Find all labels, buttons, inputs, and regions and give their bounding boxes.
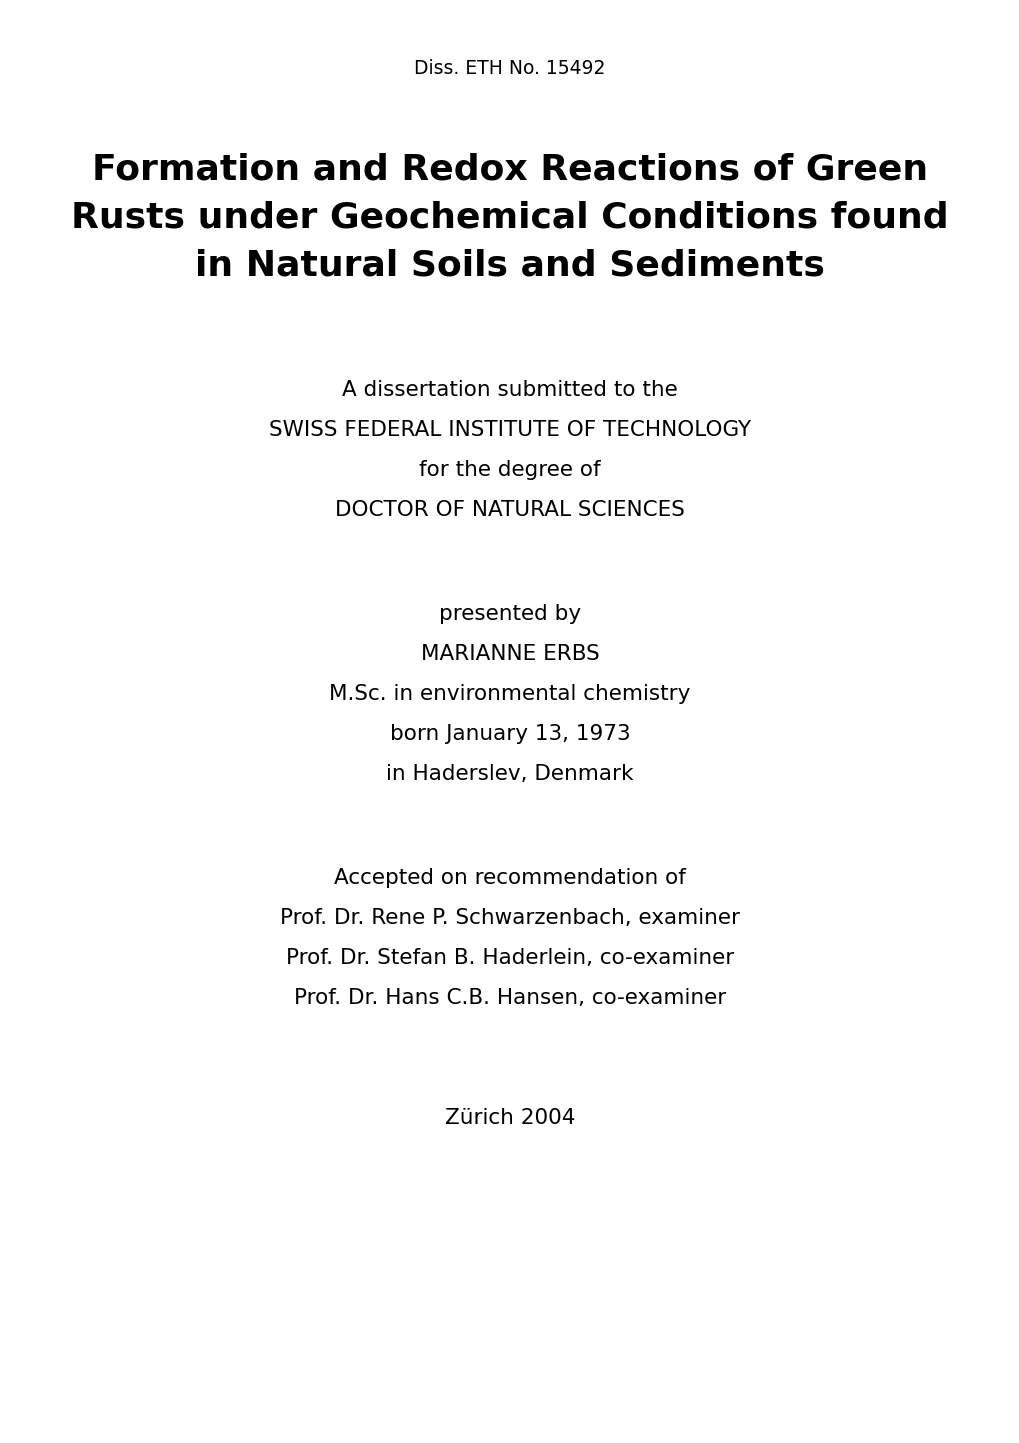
Text: presented by: presented by (438, 605, 581, 623)
Text: Prof. Dr. Hans C.B. Hansen, co-examiner: Prof. Dr. Hans C.B. Hansen, co-examiner (293, 988, 726, 1009)
Text: Formation and Redox Reactions of Green: Formation and Redox Reactions of Green (92, 153, 927, 188)
Text: M.Sc. in environmental chemistry: M.Sc. in environmental chemistry (329, 684, 690, 704)
Text: in Haderslev, Denmark: in Haderslev, Denmark (386, 763, 633, 784)
Text: in Natural Soils and Sediments: in Natural Soils and Sediments (195, 250, 824, 283)
Text: SWISS FEDERAL INSTITUTE OF TECHNOLOGY: SWISS FEDERAL INSTITUTE OF TECHNOLOGY (269, 420, 750, 440)
Text: Accepted on recommendation of: Accepted on recommendation of (334, 869, 685, 887)
Text: born January 13, 1973: born January 13, 1973 (389, 724, 630, 745)
Text: MARIANNE ERBS: MARIANNE ERBS (420, 644, 599, 664)
Text: Diss. ETH No. 15492: Diss. ETH No. 15492 (414, 59, 605, 78)
Text: DOCTOR OF NATURAL SCIENCES: DOCTOR OF NATURAL SCIENCES (334, 501, 685, 519)
Text: for the degree of: for the degree of (419, 460, 600, 481)
Text: Rusts under Geochemical Conditions found: Rusts under Geochemical Conditions found (71, 201, 948, 235)
Text: Zürich 2004: Zürich 2004 (444, 1108, 575, 1128)
Text: A dissertation submitted to the: A dissertation submitted to the (341, 380, 678, 400)
Text: Prof. Dr. Stefan B. Haderlein, co-examiner: Prof. Dr. Stefan B. Haderlein, co-examin… (285, 948, 734, 968)
Text: Prof. Dr. Rene P. Schwarzenbach, examiner: Prof. Dr. Rene P. Schwarzenbach, examine… (280, 908, 739, 928)
